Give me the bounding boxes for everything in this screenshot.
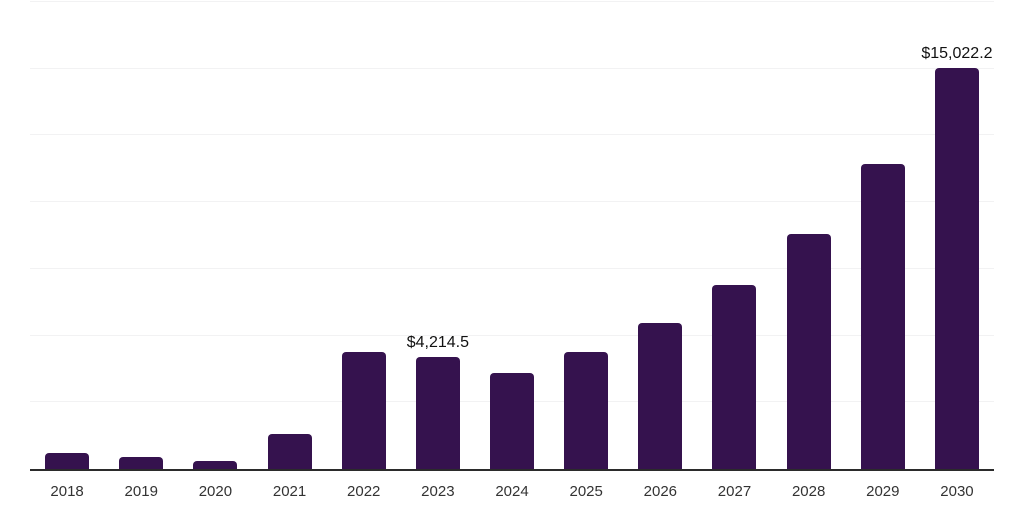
x-tick-label-2029: 2029 bbox=[866, 483, 900, 500]
x-tick-label-2021: 2021 bbox=[272, 483, 307, 500]
bar-2026[interactable] bbox=[638, 323, 683, 469]
gridline bbox=[30, 334, 994, 336]
x-tick-label-2026: 2026 bbox=[643, 483, 678, 500]
bar-slot bbox=[475, 2, 549, 469]
x-tick-label-2025: 2025 bbox=[569, 483, 603, 500]
bar-2023[interactable] bbox=[415, 356, 460, 469]
gridline bbox=[30, 67, 994, 69]
x-tick-label-2019: 2019 bbox=[124, 483, 158, 500]
bar-slot bbox=[772, 2, 846, 469]
bar-slot bbox=[846, 2, 920, 469]
bar-2022[interactable] bbox=[341, 352, 386, 469]
gridline bbox=[30, 134, 994, 136]
bar-slot: $4,214.5 bbox=[401, 2, 475, 469]
bar-2029[interactable] bbox=[860, 163, 905, 469]
bar-2030[interactable] bbox=[934, 68, 979, 469]
bar-2025[interactable] bbox=[564, 351, 609, 469]
gridline bbox=[30, 201, 994, 203]
bar-2027[interactable] bbox=[712, 284, 757, 469]
bar-slot bbox=[327, 2, 401, 469]
x-tick-label-2018: 2018 bbox=[50, 483, 84, 500]
bar-slot bbox=[697, 2, 771, 469]
data-label-2023: $4,214.5 bbox=[406, 333, 469, 351]
x-tick-label-2023: 2023 bbox=[421, 483, 455, 500]
bar-slot bbox=[623, 2, 697, 469]
bar-2021[interactable] bbox=[267, 433, 312, 469]
bar-slot bbox=[178, 2, 252, 469]
bar-2020[interactable] bbox=[193, 461, 238, 469]
bar-2019[interactable] bbox=[119, 457, 164, 469]
x-tick-label-2028: 2028 bbox=[791, 483, 826, 500]
bar-2018[interactable] bbox=[45, 453, 90, 469]
x-tick-label-2022: 2022 bbox=[347, 483, 381, 500]
bar-2028[interactable] bbox=[786, 234, 831, 469]
bar-slot bbox=[252, 2, 326, 469]
x-tick-label-2020: 2020 bbox=[198, 483, 233, 500]
bars-layer: $4,214.5 $15,022.2 bbox=[30, 2, 994, 469]
bar-2024[interactable] bbox=[490, 372, 535, 469]
bar-slot: $15,022.2 bbox=[920, 2, 994, 469]
bar-slot bbox=[30, 2, 104, 469]
plot-area: $4,214.5 $15,022.2 bbox=[30, 1, 994, 471]
bar-slot bbox=[549, 2, 623, 469]
gridline bbox=[30, 267, 994, 269]
x-axis-labels: 2018 2019 2020 2021 2022 2023 2024 2025 2026 2027… bbox=[30, 482, 994, 502]
x-tick-label-2030: 2030 bbox=[940, 483, 974, 500]
bar-slot bbox=[104, 2, 178, 469]
data-label-2030: $15,022.2 bbox=[921, 45, 993, 63]
gridline bbox=[30, 1, 994, 2]
x-tick-label-2027: 2027 bbox=[717, 483, 752, 500]
x-tick-label-2024: 2024 bbox=[495, 483, 529, 500]
